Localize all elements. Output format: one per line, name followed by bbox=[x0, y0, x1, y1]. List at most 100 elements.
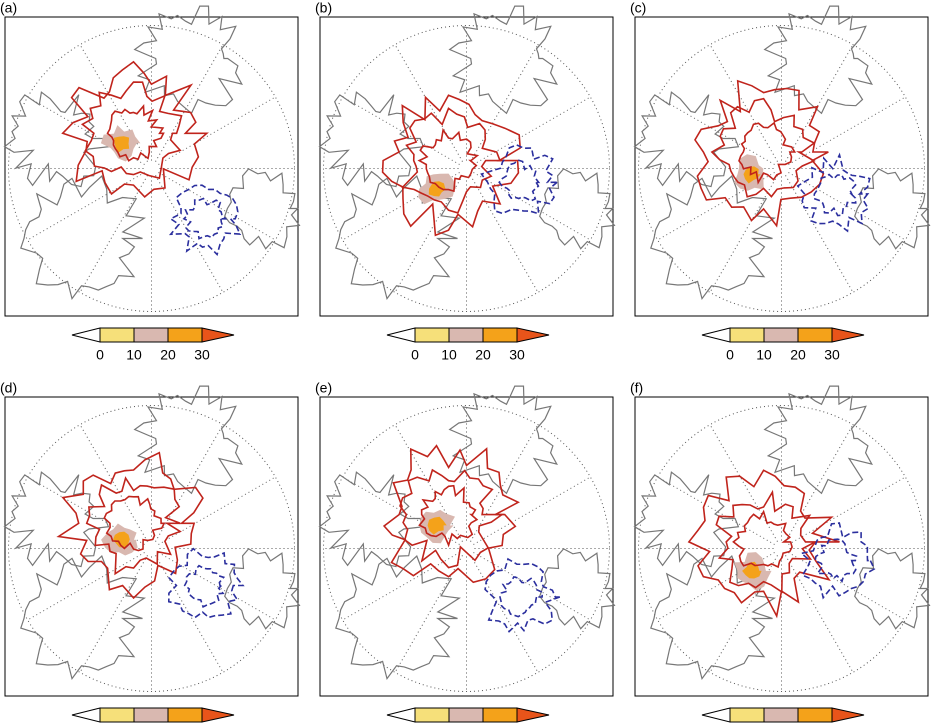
colorbar-segment bbox=[99, 707, 135, 723]
positive-contour bbox=[401, 107, 502, 214]
colorbar-extend-low bbox=[386, 327, 416, 343]
colorbar-tick-label: 30 bbox=[509, 347, 525, 363]
colorbar-extend-low bbox=[386, 707, 416, 723]
coastline bbox=[633, 91, 740, 188]
colorbar-segment bbox=[167, 707, 203, 723]
meridian bbox=[394, 424, 463, 542]
colorbar-segment bbox=[763, 327, 799, 343]
colorbar-extend-low bbox=[71, 707, 101, 723]
meridian bbox=[470, 44, 539, 162]
meridian bbox=[709, 555, 778, 673]
positive-contour bbox=[106, 103, 165, 162]
colorbar-tick-label: 20 bbox=[790, 347, 806, 363]
negative-contour bbox=[182, 197, 228, 240]
meridian bbox=[470, 424, 539, 542]
meridian bbox=[158, 552, 276, 621]
colorbar-extend-high bbox=[201, 707, 235, 723]
coastline bbox=[3, 91, 110, 188]
positive-contour bbox=[80, 81, 183, 180]
meridian bbox=[79, 175, 148, 293]
colorbar-tick-label: 20 bbox=[160, 347, 176, 363]
meridian bbox=[27, 172, 145, 241]
map-panel: (b) 0 10 20 30 bbox=[315, 0, 616, 363]
meridian bbox=[473, 96, 591, 165]
colorbar-segment bbox=[414, 707, 450, 723]
colorbar-tick-label: 30 bbox=[194, 347, 210, 363]
positive-contour bbox=[103, 495, 166, 552]
latitude-circle bbox=[8, 25, 295, 312]
colorbar-segment bbox=[482, 327, 518, 343]
latitude-circle bbox=[323, 405, 610, 692]
colorbar-segment bbox=[797, 707, 833, 723]
coastline bbox=[448, 5, 558, 115]
meridian bbox=[394, 555, 463, 673]
meridian bbox=[657, 552, 775, 621]
positive-contour bbox=[61, 60, 209, 198]
colorbar-tick-label: 0 bbox=[411, 347, 419, 363]
meridian bbox=[785, 555, 854, 673]
map-panel: (a) 0 10 20 30 bbox=[0, 0, 301, 363]
meridian bbox=[79, 424, 148, 542]
coastline bbox=[763, 5, 873, 115]
colorbar-segment bbox=[99, 327, 135, 343]
positive-contour bbox=[687, 469, 840, 619]
coastline bbox=[633, 471, 740, 568]
shaded-area bbox=[113, 531, 130, 548]
meridian bbox=[342, 96, 460, 165]
colorbar-segment bbox=[448, 707, 484, 723]
meridian bbox=[788, 552, 906, 621]
coastline bbox=[133, 5, 243, 115]
colorbar-segment bbox=[797, 327, 833, 343]
meridian bbox=[155, 175, 224, 293]
meridian bbox=[785, 175, 854, 293]
colorbar-extend-high bbox=[516, 707, 550, 723]
colorbar-extend-low bbox=[701, 707, 731, 723]
coastline bbox=[539, 548, 616, 630]
meridian bbox=[394, 175, 463, 293]
negative-contour bbox=[796, 152, 871, 233]
latitude-circle bbox=[638, 25, 925, 312]
colorbar-extend-high bbox=[831, 707, 865, 723]
positive-contour bbox=[399, 468, 505, 569]
colorbar-extend-high bbox=[831, 327, 865, 343]
coastline bbox=[318, 91, 425, 188]
positive-contour bbox=[381, 94, 522, 237]
colorbar-extend-high bbox=[516, 327, 550, 343]
meridian bbox=[785, 424, 854, 542]
colorbar-tick-label: 10 bbox=[756, 347, 772, 363]
meridian bbox=[657, 172, 775, 241]
panel-label: (b) bbox=[315, 0, 332, 16]
colorbar-segment bbox=[167, 327, 203, 343]
meridian bbox=[394, 44, 463, 162]
colorbar-segment bbox=[763, 707, 799, 723]
colorbar-segment bbox=[482, 707, 518, 723]
coastline bbox=[854, 168, 931, 250]
coastline bbox=[335, 555, 462, 680]
colorbar-tick-label: 30 bbox=[824, 347, 840, 363]
negative-contour bbox=[167, 547, 245, 619]
meridian bbox=[785, 44, 854, 162]
negative-contour bbox=[799, 522, 876, 600]
panel-label: (a) bbox=[0, 0, 17, 16]
panel-label: (e) bbox=[315, 380, 332, 396]
meridian bbox=[470, 555, 539, 673]
meridian bbox=[158, 476, 276, 545]
map-panel: (c) 0 10 20 30 bbox=[630, 0, 931, 363]
panel-label: (f) bbox=[630, 380, 643, 396]
meridian bbox=[709, 44, 778, 162]
negative-contour bbox=[498, 159, 541, 202]
shaded-area bbox=[743, 166, 761, 184]
meridian bbox=[470, 175, 539, 293]
colorbar-extend-high bbox=[201, 327, 235, 343]
latitude-circle bbox=[323, 25, 610, 312]
meridian bbox=[79, 44, 148, 162]
positive-contour bbox=[715, 489, 816, 594]
meridian bbox=[342, 552, 460, 621]
meridian bbox=[709, 175, 778, 293]
colorbar-tick-label: 10 bbox=[441, 347, 457, 363]
latitude-circle bbox=[638, 405, 925, 692]
